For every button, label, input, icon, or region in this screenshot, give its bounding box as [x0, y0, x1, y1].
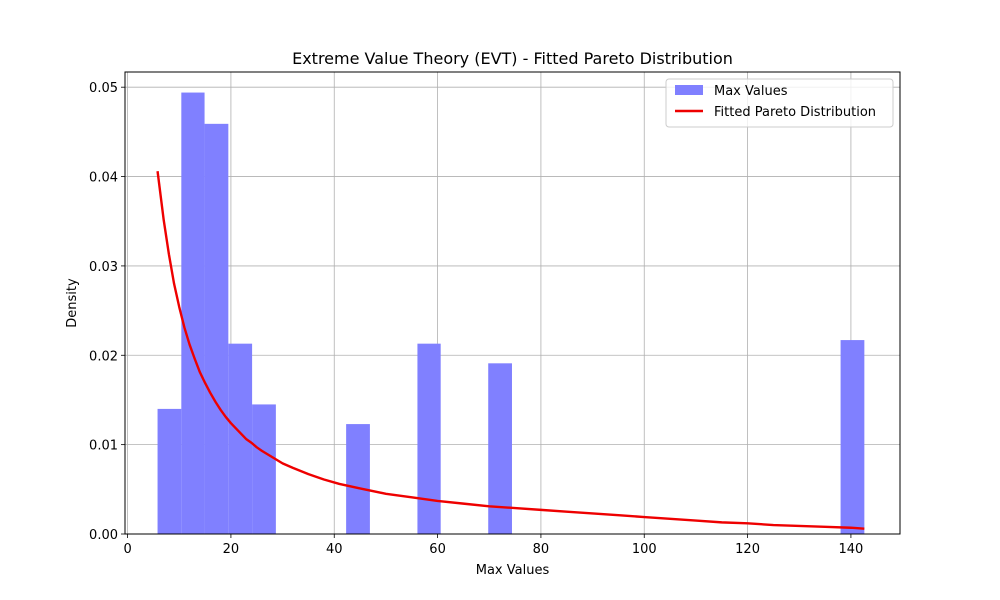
- legend-label-curve: Fitted Pareto Distribution: [714, 105, 876, 120]
- x-axis-label: Max Values: [476, 563, 550, 578]
- legend-swatch-histogram: [675, 85, 703, 95]
- y-axis-ticks: 0.00 0.01 0.02 0.03 0.04 0.05: [89, 81, 125, 543]
- y-tick-label: 0.03: [89, 260, 118, 275]
- histogram-bars: [157, 92, 865, 535]
- y-tick-label: 0.00: [89, 528, 118, 543]
- histogram-bar: [228, 343, 253, 534]
- y-tick-label: 0.01: [89, 439, 118, 454]
- x-tick-label: 100: [632, 542, 657, 557]
- legend-box: [665, 78, 894, 128]
- x-tick-label: 60: [429, 542, 446, 557]
- y-tick-label: 0.05: [89, 81, 118, 96]
- pareto-curve-line: [156, 171, 865, 530]
- x-tick-label: 0: [123, 542, 131, 557]
- x-axis-ticks: 0 20 40 60 80 100 120 140: [123, 534, 863, 557]
- histogram-bar: [840, 340, 865, 534]
- legend: Max Values Fitted Pareto Distribution: [665, 78, 894, 128]
- legend-label-histogram: Max Values: [714, 84, 788, 99]
- plot-frame: [124, 71, 901, 535]
- pareto-curve: [156, 171, 865, 530]
- histogram-bar: [346, 424, 370, 534]
- x-tick-label: 20: [223, 542, 240, 557]
- x-tick-label: 140: [839, 542, 864, 557]
- histogram-bar: [488, 363, 512, 534]
- y-axis-label: Density: [65, 278, 80, 328]
- histogram-bar: [417, 343, 441, 534]
- x-tick-label: 40: [326, 542, 343, 557]
- histogram-bar: [157, 408, 182, 534]
- x-tick-label: 80: [533, 542, 550, 557]
- chart-title: Extreme Value Theory (EVT) - Fitted Pare…: [292, 49, 733, 68]
- histogram-bar: [181, 92, 205, 534]
- x-tick-label: 120: [735, 542, 760, 557]
- y-tick-label: 0.02: [89, 349, 118, 364]
- y-tick-label: 0.04: [89, 171, 118, 186]
- histogram-bar: [252, 404, 276, 534]
- histogram-bar: [204, 123, 229, 535]
